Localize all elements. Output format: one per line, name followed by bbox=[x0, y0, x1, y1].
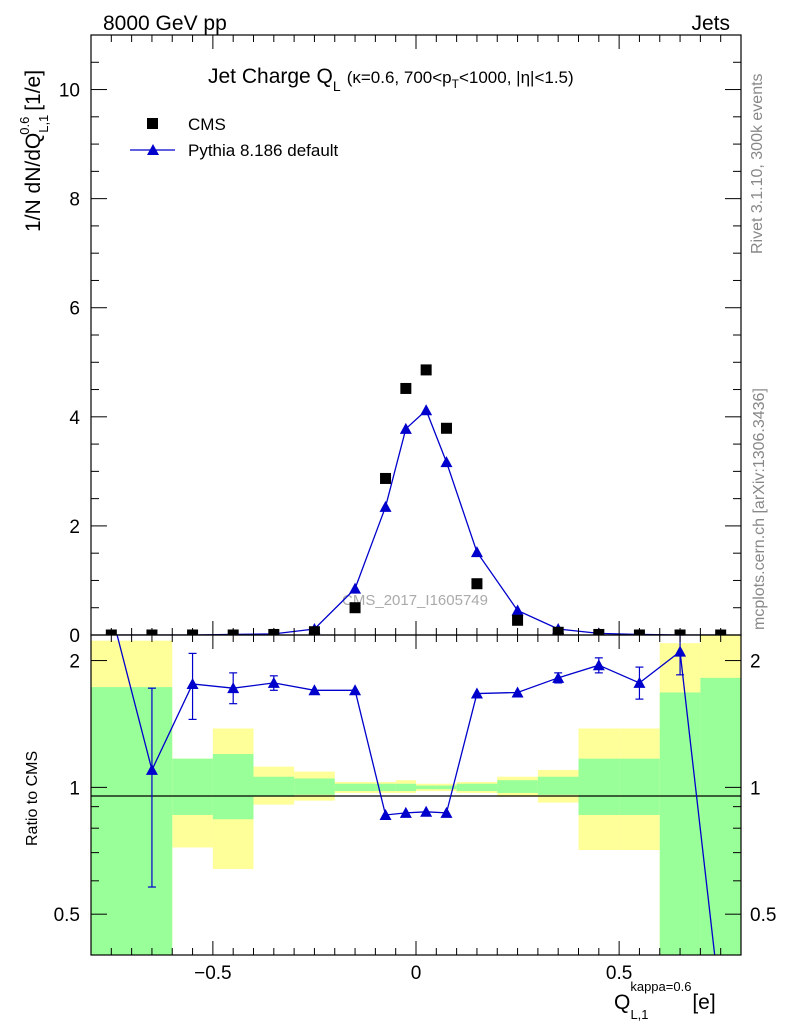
ratio-mc-point bbox=[267, 676, 280, 688]
title-cond-tail: <1000, |η|<1.5) bbox=[459, 68, 574, 87]
ratio-mc-point bbox=[440, 806, 453, 818]
ratio-band-inner-8 bbox=[416, 785, 437, 790]
ratio-mc-point bbox=[592, 659, 605, 671]
ratio-y-tick-label-right: 0.5 bbox=[750, 905, 776, 926]
mc-point bbox=[420, 404, 433, 416]
axis-ticks bbox=[90, 34, 742, 956]
legend: CMS Pythia 8.186 default bbox=[130, 115, 339, 160]
cms-point bbox=[440, 422, 452, 434]
ylabel-sub: L,1 bbox=[36, 115, 51, 133]
ylabel-sup: 0.6 bbox=[17, 117, 32, 135]
main-y-tick-label: 4 bbox=[69, 408, 80, 429]
main-y-tick-label: 2 bbox=[69, 517, 80, 538]
x-tick-label: 0.5 bbox=[606, 963, 632, 984]
xlabel-sup: kappa=0.6 bbox=[630, 979, 691, 994]
ratio-plot-data bbox=[105, 607, 727, 1013]
ratio-mc-point bbox=[227, 682, 240, 694]
ratio-mc-point bbox=[308, 684, 321, 696]
ratio-band-inner-3 bbox=[253, 776, 295, 797]
ratio-band-inner-5 bbox=[334, 783, 376, 792]
ratio-bands-inner bbox=[91, 677, 741, 955]
ratio-band-inner-2 bbox=[212, 754, 254, 820]
cms-point bbox=[471, 578, 483, 590]
ylabel-pre: 1/N dN/dQ bbox=[22, 133, 45, 232]
x-tick-label: 0 bbox=[411, 963, 422, 984]
ratio-mc-point bbox=[674, 645, 687, 657]
ratio-band-inner-11 bbox=[497, 780, 538, 793]
ratio-band-inner-10 bbox=[456, 783, 498, 792]
ratio-mc-point bbox=[186, 677, 199, 689]
main-y-tick-label: 0 bbox=[69, 626, 80, 647]
header-right: Jets bbox=[691, 12, 730, 35]
ratio-y-tick-label: 0.5 bbox=[54, 905, 80, 926]
plot-title: Jet Charge QL (κ=0.6, 700<pT<1000, |η|<1.… bbox=[208, 65, 574, 94]
ylabel-post: [1/e] bbox=[22, 70, 45, 117]
ratio-mc-point bbox=[552, 671, 565, 683]
main-y-tick-label: 10 bbox=[59, 81, 80, 102]
ratio-band-inner-14 bbox=[619, 758, 660, 815]
main-y-tick-label: 8 bbox=[69, 190, 80, 211]
ratio-band-inner-16 bbox=[700, 677, 741, 955]
ratio-band-inner-7 bbox=[395, 783, 416, 792]
main-y-tick-label: 6 bbox=[69, 299, 80, 320]
ratio-mc-point bbox=[145, 763, 158, 775]
ratio-y-tick-label-right: 2 bbox=[750, 652, 761, 673]
mc-point bbox=[399, 422, 412, 434]
ratio-mc-point bbox=[420, 805, 433, 817]
title-main: Jet Charge Q bbox=[208, 65, 333, 88]
cms-point bbox=[380, 472, 392, 484]
cms-point bbox=[400, 382, 412, 394]
cms-point bbox=[420, 364, 432, 376]
ratio-y-axis-title: Ratio to CMS bbox=[24, 751, 41, 846]
mc-point bbox=[379, 500, 392, 512]
mc-point bbox=[511, 604, 524, 616]
ratio-y-tick-label: 2 bbox=[69, 652, 80, 673]
ratio-mc-line bbox=[116, 635, 716, 955]
ratio-band-inner-1 bbox=[172, 758, 213, 815]
ratio-mc-point bbox=[379, 808, 392, 820]
ratio-mc-point bbox=[715, 1002, 727, 1013]
x-axis-title: Qkappa=0.6 L,1 [e] bbox=[614, 979, 716, 1022]
main-y-axis-title: 1/N dN/dQL,1 0.6 [1/e] bbox=[17, 70, 51, 232]
legend-marker-cms bbox=[147, 118, 158, 129]
title-main-sub: L bbox=[333, 78, 341, 94]
legend-marker-pythia bbox=[147, 144, 159, 155]
ratio-band-inner-6 bbox=[375, 783, 396, 792]
watermark: CMS_2017_I1605749 bbox=[342, 592, 488, 609]
xlabel-post: [e] bbox=[687, 991, 716, 1014]
ratio-mc-point bbox=[633, 676, 646, 688]
mcplots-label: mcplots.cern.ch [arXiv:1306.3436] bbox=[751, 388, 768, 630]
cms-point bbox=[349, 602, 361, 614]
title-cond-sub: T bbox=[452, 77, 460, 91]
ratio-band-inner-13 bbox=[578, 758, 620, 815]
header-left: 8000 GeV pp bbox=[103, 12, 227, 35]
rivet-label: Rivet 3.1.10, 300k events bbox=[749, 73, 766, 254]
legend-label-cms: CMS bbox=[188, 115, 226, 134]
mc-point bbox=[349, 582, 362, 594]
xlabel-pre: Q bbox=[614, 991, 630, 1014]
legend-label-pythia: Pythia 8.186 default bbox=[188, 141, 339, 160]
ratio-band-inner-9 bbox=[436, 785, 457, 790]
ratio-band-inner-15 bbox=[659, 692, 701, 955]
ratio-mc-point bbox=[349, 684, 362, 696]
title-cond: (κ=0.6, 700<p bbox=[347, 68, 452, 87]
mc-point bbox=[440, 456, 453, 468]
x-tick-label: −0.5 bbox=[194, 963, 232, 984]
ratio-band-inner-4 bbox=[294, 778, 335, 795]
ratio-mc-point bbox=[399, 806, 412, 818]
ratio-y-tick-label: 1 bbox=[69, 778, 80, 799]
ratio-band-inner-0 bbox=[91, 687, 173, 955]
ratio-mc-point bbox=[511, 686, 524, 698]
ratio-mc-point bbox=[470, 687, 483, 699]
ratio-y-tick-label-right: 1 bbox=[750, 778, 761, 799]
mc-point bbox=[470, 546, 483, 558]
cms-point bbox=[512, 614, 524, 626]
ratio-band-inner-12 bbox=[537, 776, 579, 795]
axis-tick-labels: 0 2 4 6 8 10 0.5 0.5 1 1 2 2 −0.5 0 0.5 bbox=[54, 81, 777, 984]
ratio-mc-point bbox=[105, 607, 117, 618]
xlabel-sub: L,1 bbox=[630, 1007, 648, 1022]
